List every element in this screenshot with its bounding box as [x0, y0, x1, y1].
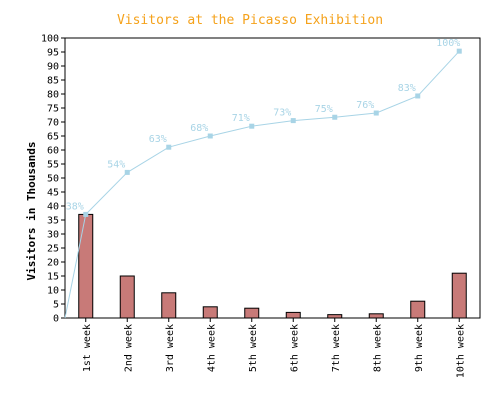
- line-point: [290, 118, 296, 124]
- x-axis: 1st week 2nd week 3rd week 4th week 5th week…: [82, 318, 466, 378]
- line-point: [415, 93, 421, 99]
- line-point: [207, 133, 213, 139]
- bar: [244, 307, 260, 319]
- x-tick-label: 9th week: [414, 324, 425, 372]
- percent-label: 63%: [149, 134, 167, 145]
- y-tick-label: 95: [47, 48, 59, 59]
- percent-label: 76%: [356, 100, 374, 111]
- y-tick-label: 30: [47, 230, 59, 241]
- y-tick-label: 35: [47, 216, 59, 227]
- line-point: [124, 169, 130, 175]
- percent-label: 54%: [107, 159, 125, 170]
- x-tick-label: 4th week: [206, 324, 217, 372]
- line-point: [166, 144, 172, 150]
- y-tick-label: 20: [47, 258, 59, 269]
- percent-label: 68%: [190, 123, 208, 134]
- line-point: [249, 123, 255, 129]
- y-tick-label: 85: [47, 76, 59, 87]
- percent-label: 73%: [273, 108, 291, 119]
- y-tick-label: 40: [47, 202, 59, 213]
- y-tick-label: 55: [47, 160, 59, 171]
- line-point: [83, 211, 89, 217]
- bar: [202, 306, 218, 319]
- bar-series: [78, 213, 467, 319]
- percent-label: 100%: [436, 38, 460, 49]
- cumulative-line-series: 38% 54% 63% 68% 71% 73% 75% 76% 83% 100%: [64, 38, 462, 319]
- line-point: [456, 48, 462, 54]
- x-tick-label: 3rd week: [165, 324, 176, 372]
- line-point: [373, 110, 379, 116]
- y-tick-label: 15: [47, 272, 59, 283]
- percent-label: 38%: [66, 201, 84, 212]
- bar: [368, 313, 384, 319]
- y-tick-label: 50: [47, 174, 59, 185]
- x-tick-label: 2nd week: [123, 324, 134, 372]
- bar: [327, 314, 343, 319]
- x-tick-label: 10th week: [455, 324, 466, 378]
- x-tick-label: 8th week: [372, 324, 383, 372]
- bar: [410, 300, 426, 319]
- bar: [119, 275, 135, 319]
- y-tick-label: 90: [47, 62, 59, 73]
- bar: [78, 213, 94, 319]
- y-tick-label: 60: [47, 146, 59, 157]
- y-tick-label: 45: [47, 188, 59, 199]
- y-tick-label: 0: [53, 314, 59, 325]
- y-axis: 0 5 10 15 20 25 30 35 40 45 50 55 60 65 70 75 80 85 90 95 10…: [41, 34, 65, 325]
- y-tick-label: 10: [47, 286, 59, 297]
- bar: [161, 292, 177, 319]
- y-tick-label: 65: [47, 132, 59, 143]
- x-tick-label: 6th week: [289, 324, 300, 372]
- y-tick-label: 25: [47, 244, 59, 255]
- y-axis-title: Visitors in Thousands: [25, 141, 38, 280]
- percent-label: 83%: [398, 83, 416, 94]
- line-point: [332, 114, 338, 120]
- y-tick-label: 80: [47, 90, 59, 101]
- y-tick-label: 75: [47, 104, 59, 115]
- y-tick-label: 5: [53, 300, 59, 311]
- chart-title: Visitors at the Picasso Exhibition: [117, 13, 383, 28]
- bar: [285, 311, 301, 319]
- percent-label: 75%: [315, 104, 333, 115]
- x-tick-label: 7th week: [331, 324, 342, 372]
- y-tick-label: 100: [41, 34, 59, 45]
- y-tick-label: 70: [47, 118, 59, 129]
- percent-label: 71%: [232, 113, 250, 124]
- x-tick-label: 5th week: [248, 324, 259, 372]
- x-tick-label: 1st week: [82, 324, 93, 372]
- bar: [451, 272, 467, 319]
